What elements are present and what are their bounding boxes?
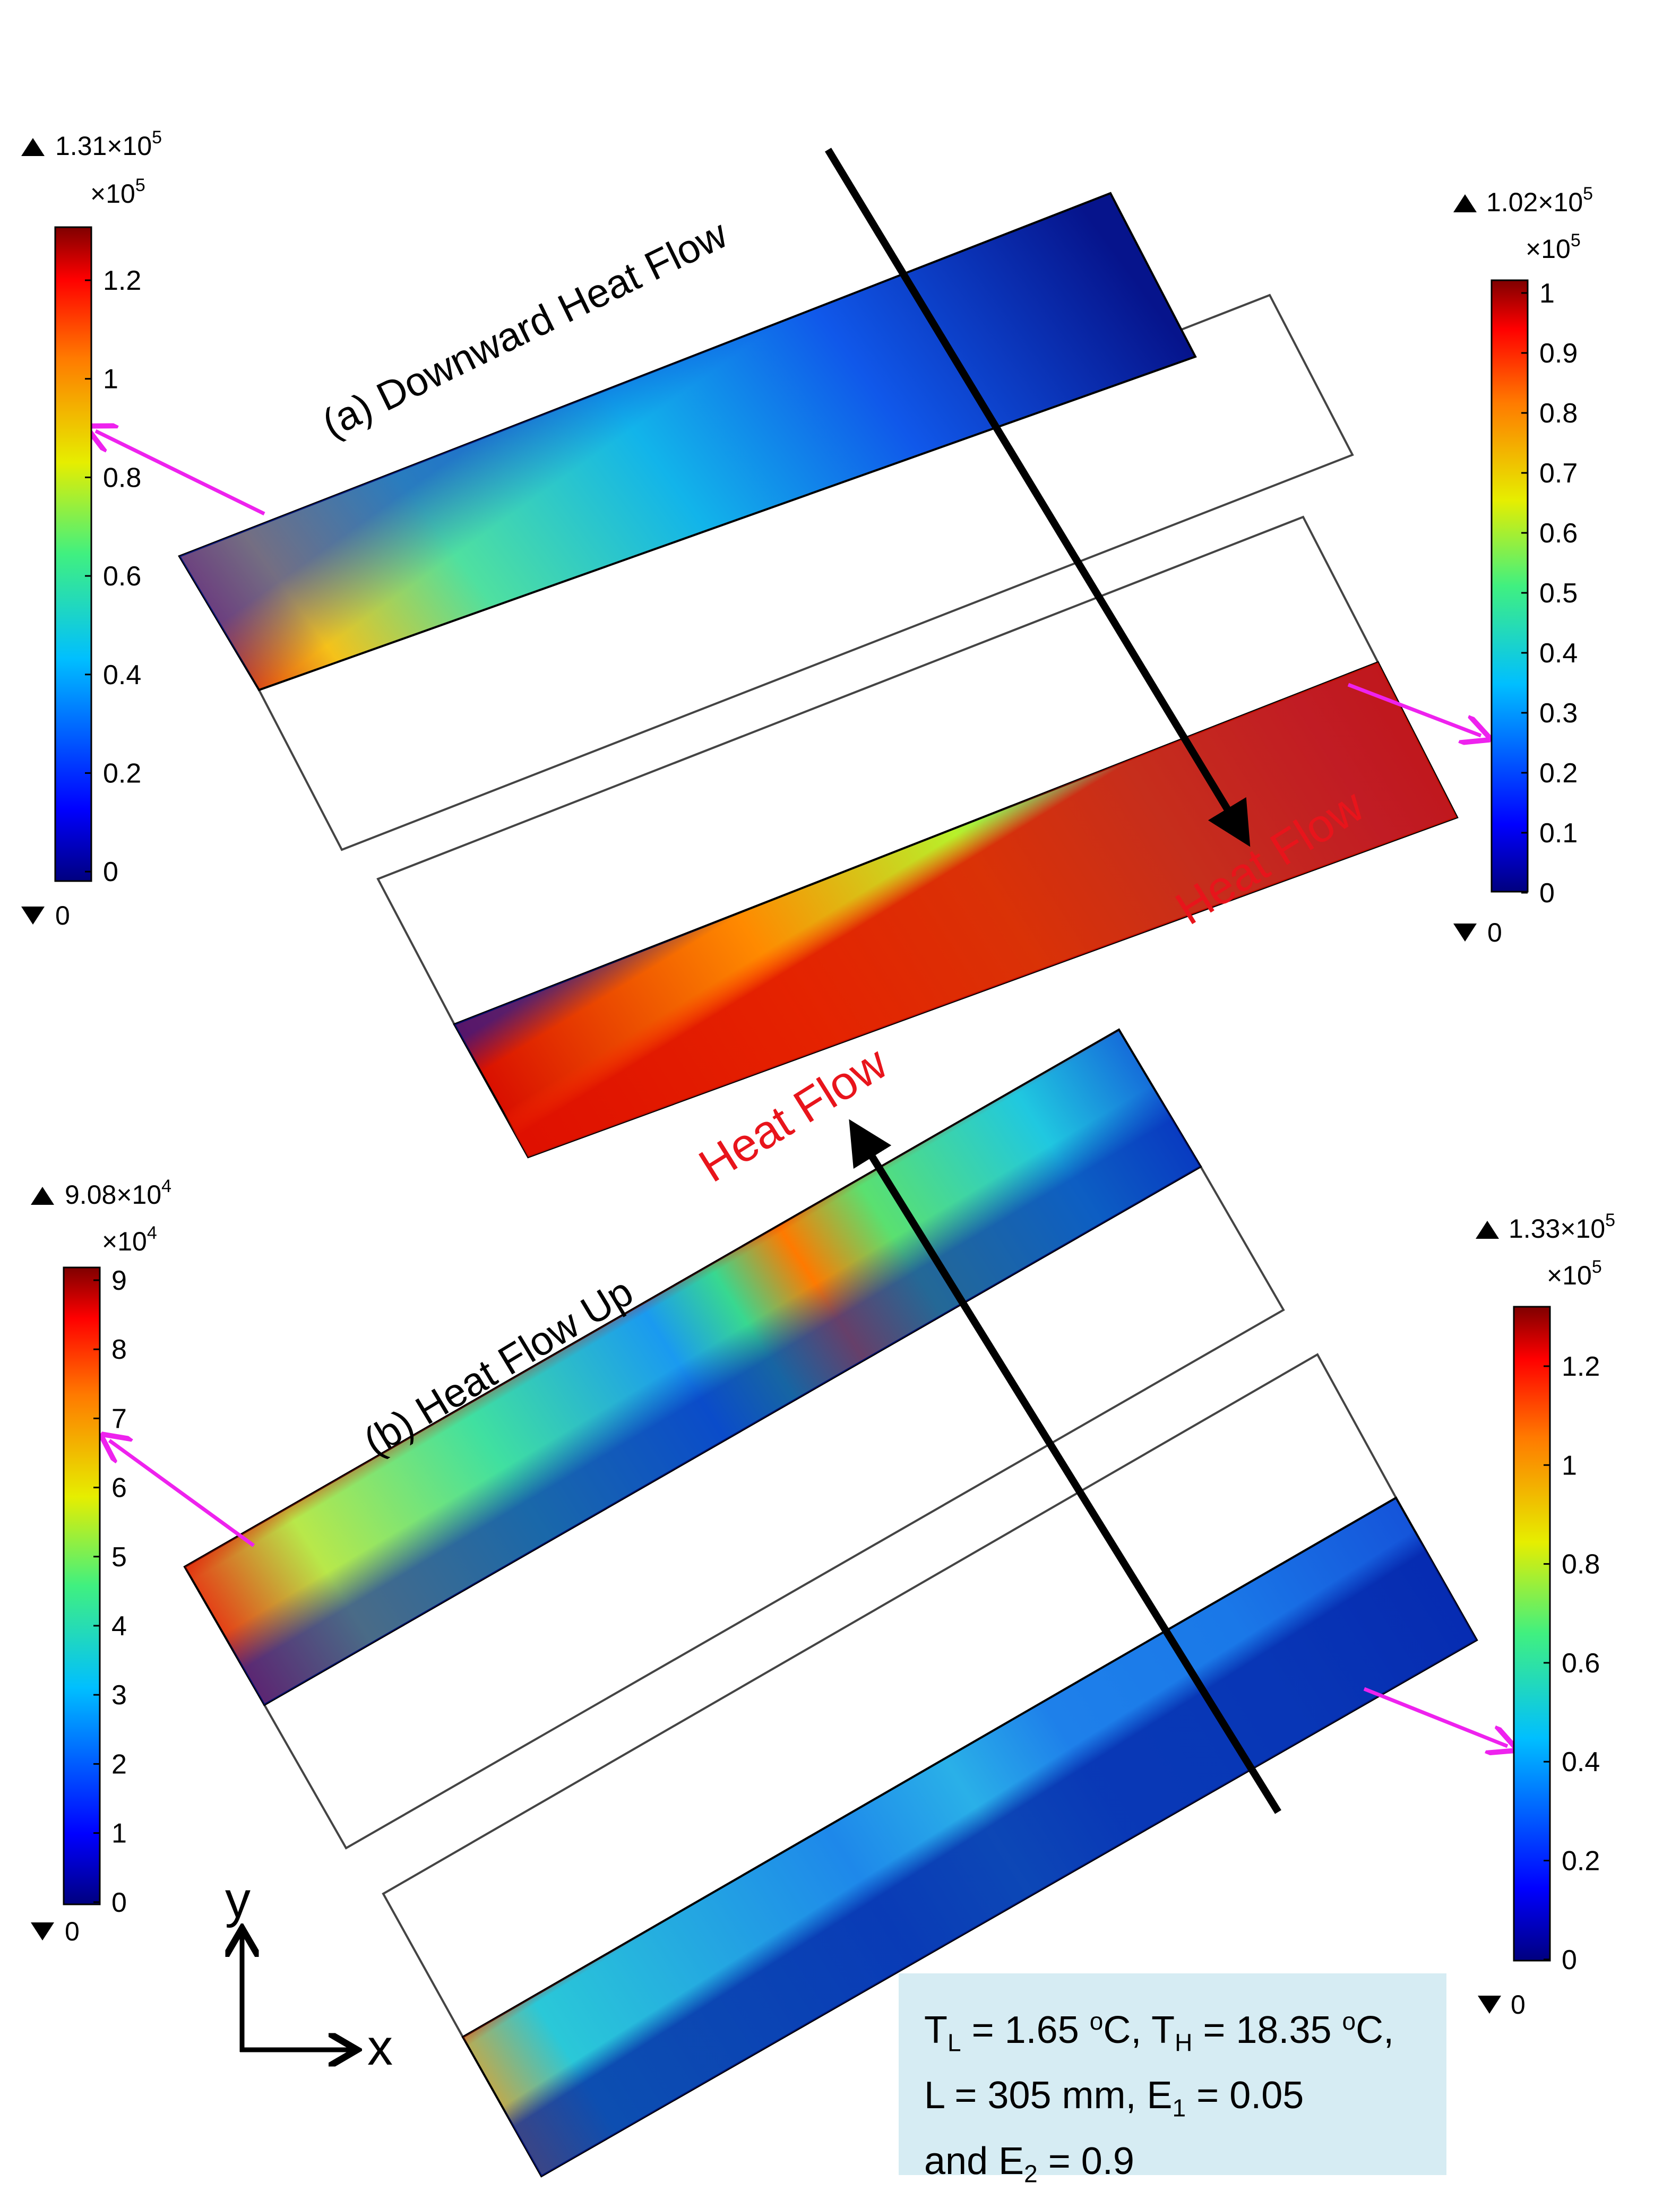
colorbar-tick-label: 2 (111, 1749, 127, 1780)
colorbar-tick-label: 0 (111, 1887, 127, 1918)
colorbar-tick-label: 0.6 (1539, 518, 1578, 549)
colorbar-scale-label: ×105 (1526, 230, 1581, 264)
min-marker-icon (31, 1922, 54, 1940)
parameters-line-3: and E2 = 0.9 (924, 2139, 1134, 2188)
panel-a-right-pointer-arrow (1347, 683, 1481, 736)
colorbar-tick-label: 0.6 (103, 561, 141, 592)
colorbar-tick-label: 0.5 (1539, 578, 1578, 609)
panel-b: (b) Heat Flow Up Heat Flow (109, 1028, 1507, 2178)
panel-a-heat-flow-arrow (825, 148, 1251, 847)
colorbar-tick-label: 0.3 (1539, 698, 1578, 729)
colorbar-max-label: 9.08×104 (65, 1176, 171, 1210)
panel-b-left-pointer-arrow (109, 1440, 255, 1547)
colorbar-b-left: 9.08×104 ×104 9 8 7 6 5 4 3 2 1 0 0 (31, 1176, 171, 1946)
panel-a-contour-top-overlay (179, 193, 1195, 690)
min-marker-icon (1478, 1996, 1501, 2014)
colorbar-gradient (1491, 279, 1529, 893)
colorbar-min-label: 0 (1487, 918, 1502, 947)
min-marker-icon (1453, 924, 1477, 942)
colorbar-min-label: 0 (55, 901, 70, 930)
colorbar-min-label: 0 (1511, 1990, 1526, 2020)
colorbar-tick-label: 8 (111, 1334, 127, 1365)
colorbar-a-left: 1.31×105 ×105 1.2 1 0.8 0.6 0.4 0.2 0 0 (21, 127, 162, 930)
colorbar-tick-label: 0.8 (1562, 1549, 1600, 1580)
colorbar-tick-label: 5 (111, 1542, 127, 1573)
panel-a: (a) Downward Heat Flow Heat Flow (96, 148, 1481, 1159)
colorbar-tick-label: 0 (1562, 1945, 1577, 1975)
colorbar-scale-label: ×105 (1547, 1257, 1602, 1290)
axes-indicator: y x (225, 1871, 393, 2076)
colorbar-tick-label: 9 (111, 1265, 127, 1296)
colorbar-tick-label: 1.2 (1562, 1351, 1600, 1382)
colorbar-max-label: 1.31×105 (55, 127, 162, 161)
colorbar-gradient (54, 226, 92, 882)
panel-b-contour-bottom-overlay (463, 1498, 1477, 2176)
colorbar-tick-label: 0.8 (1539, 398, 1578, 429)
colorbar-gradient (1513, 1306, 1551, 1962)
colorbar-tick-label: 0.2 (103, 758, 141, 789)
colorbar-tick-label: 1.2 (103, 265, 141, 296)
colorbar-tick-label: 0.8 (103, 462, 141, 493)
colorbar-scale-label: ×104 (102, 1223, 157, 1256)
x-axis-label: x (367, 2019, 393, 2076)
colorbar-tick-label: 0.4 (1539, 638, 1578, 669)
colorbar-tick-label: 0.7 (1539, 458, 1578, 489)
parameters-line-2: L = 305 mm, E1 = 0.05 (924, 2074, 1304, 2122)
panel-a-contour-bottom-overlay (454, 662, 1457, 1157)
colorbar-tick-label: 3 (111, 1680, 127, 1711)
colorbar-a-right: 1.02×105 ×105 1 0.9 0.8 0.7 0.6 0.5 0.4 0.3 0.2 0… (1453, 184, 1593, 947)
colorbar-min-label: 0 (65, 1917, 80, 1946)
colorbar-gradient (63, 1266, 101, 1905)
colorbar-max-label: 1.02×105 (1486, 184, 1593, 217)
colorbar-tick-label: 0 (103, 857, 118, 887)
colorbar-max-label: 1.33×105 (1509, 1210, 1615, 1244)
y-axis-label: y (225, 1871, 251, 1928)
panel-b-heat-flow-arrow (849, 1119, 1281, 1814)
panel-b-contour-top-overlay (185, 1030, 1201, 1705)
panel-a-left-pointer-arrow (96, 431, 265, 516)
max-marker-icon (1453, 194, 1477, 212)
colorbar-tick-label: 0.2 (1562, 1846, 1600, 1877)
parameters-line-1: TL = 1.65 oC, TH = 18.35 oC, (924, 2007, 1394, 2057)
colorbar-tick-label: 1 (1539, 278, 1555, 309)
parameters-box: TL = 1.65 oC, TH = 18.35 oC, L = 305 mm,… (899, 1973, 1446, 2187)
max-marker-icon (1476, 1221, 1499, 1239)
max-marker-icon (31, 1187, 54, 1205)
colorbar-tick-label: 4 (111, 1611, 127, 1642)
colorbar-tick-label: 0.4 (1562, 1747, 1600, 1778)
colorbar-tick-label: 0.4 (103, 660, 141, 691)
colorbar-b-right: 1.33×105 ×105 1.2 1 0.8 0.6 0.4 0.2 0 0 (1476, 1210, 1615, 2020)
colorbar-tick-label: 0.1 (1539, 818, 1578, 849)
colorbar-tick-label: 0.9 (1539, 338, 1578, 369)
colorbar-tick-label: 0.2 (1539, 758, 1578, 789)
colorbar-tick-label: 0 (1539, 878, 1555, 909)
min-marker-icon (21, 907, 45, 925)
colorbar-scale-label: ×105 (90, 175, 145, 209)
colorbar-tick-label: 1 (1562, 1450, 1577, 1481)
colorbar-tick-label: 0.6 (1562, 1648, 1600, 1679)
colorbar-tick-label: 7 (111, 1403, 127, 1434)
colorbar-tick-label: 1 (103, 364, 118, 395)
colorbar-tick-label: 6 (111, 1473, 127, 1504)
panel-b-right-pointer-arrow (1363, 1687, 1507, 1746)
max-marker-icon (21, 138, 45, 156)
colorbar-tick-label: 1 (111, 1818, 127, 1849)
